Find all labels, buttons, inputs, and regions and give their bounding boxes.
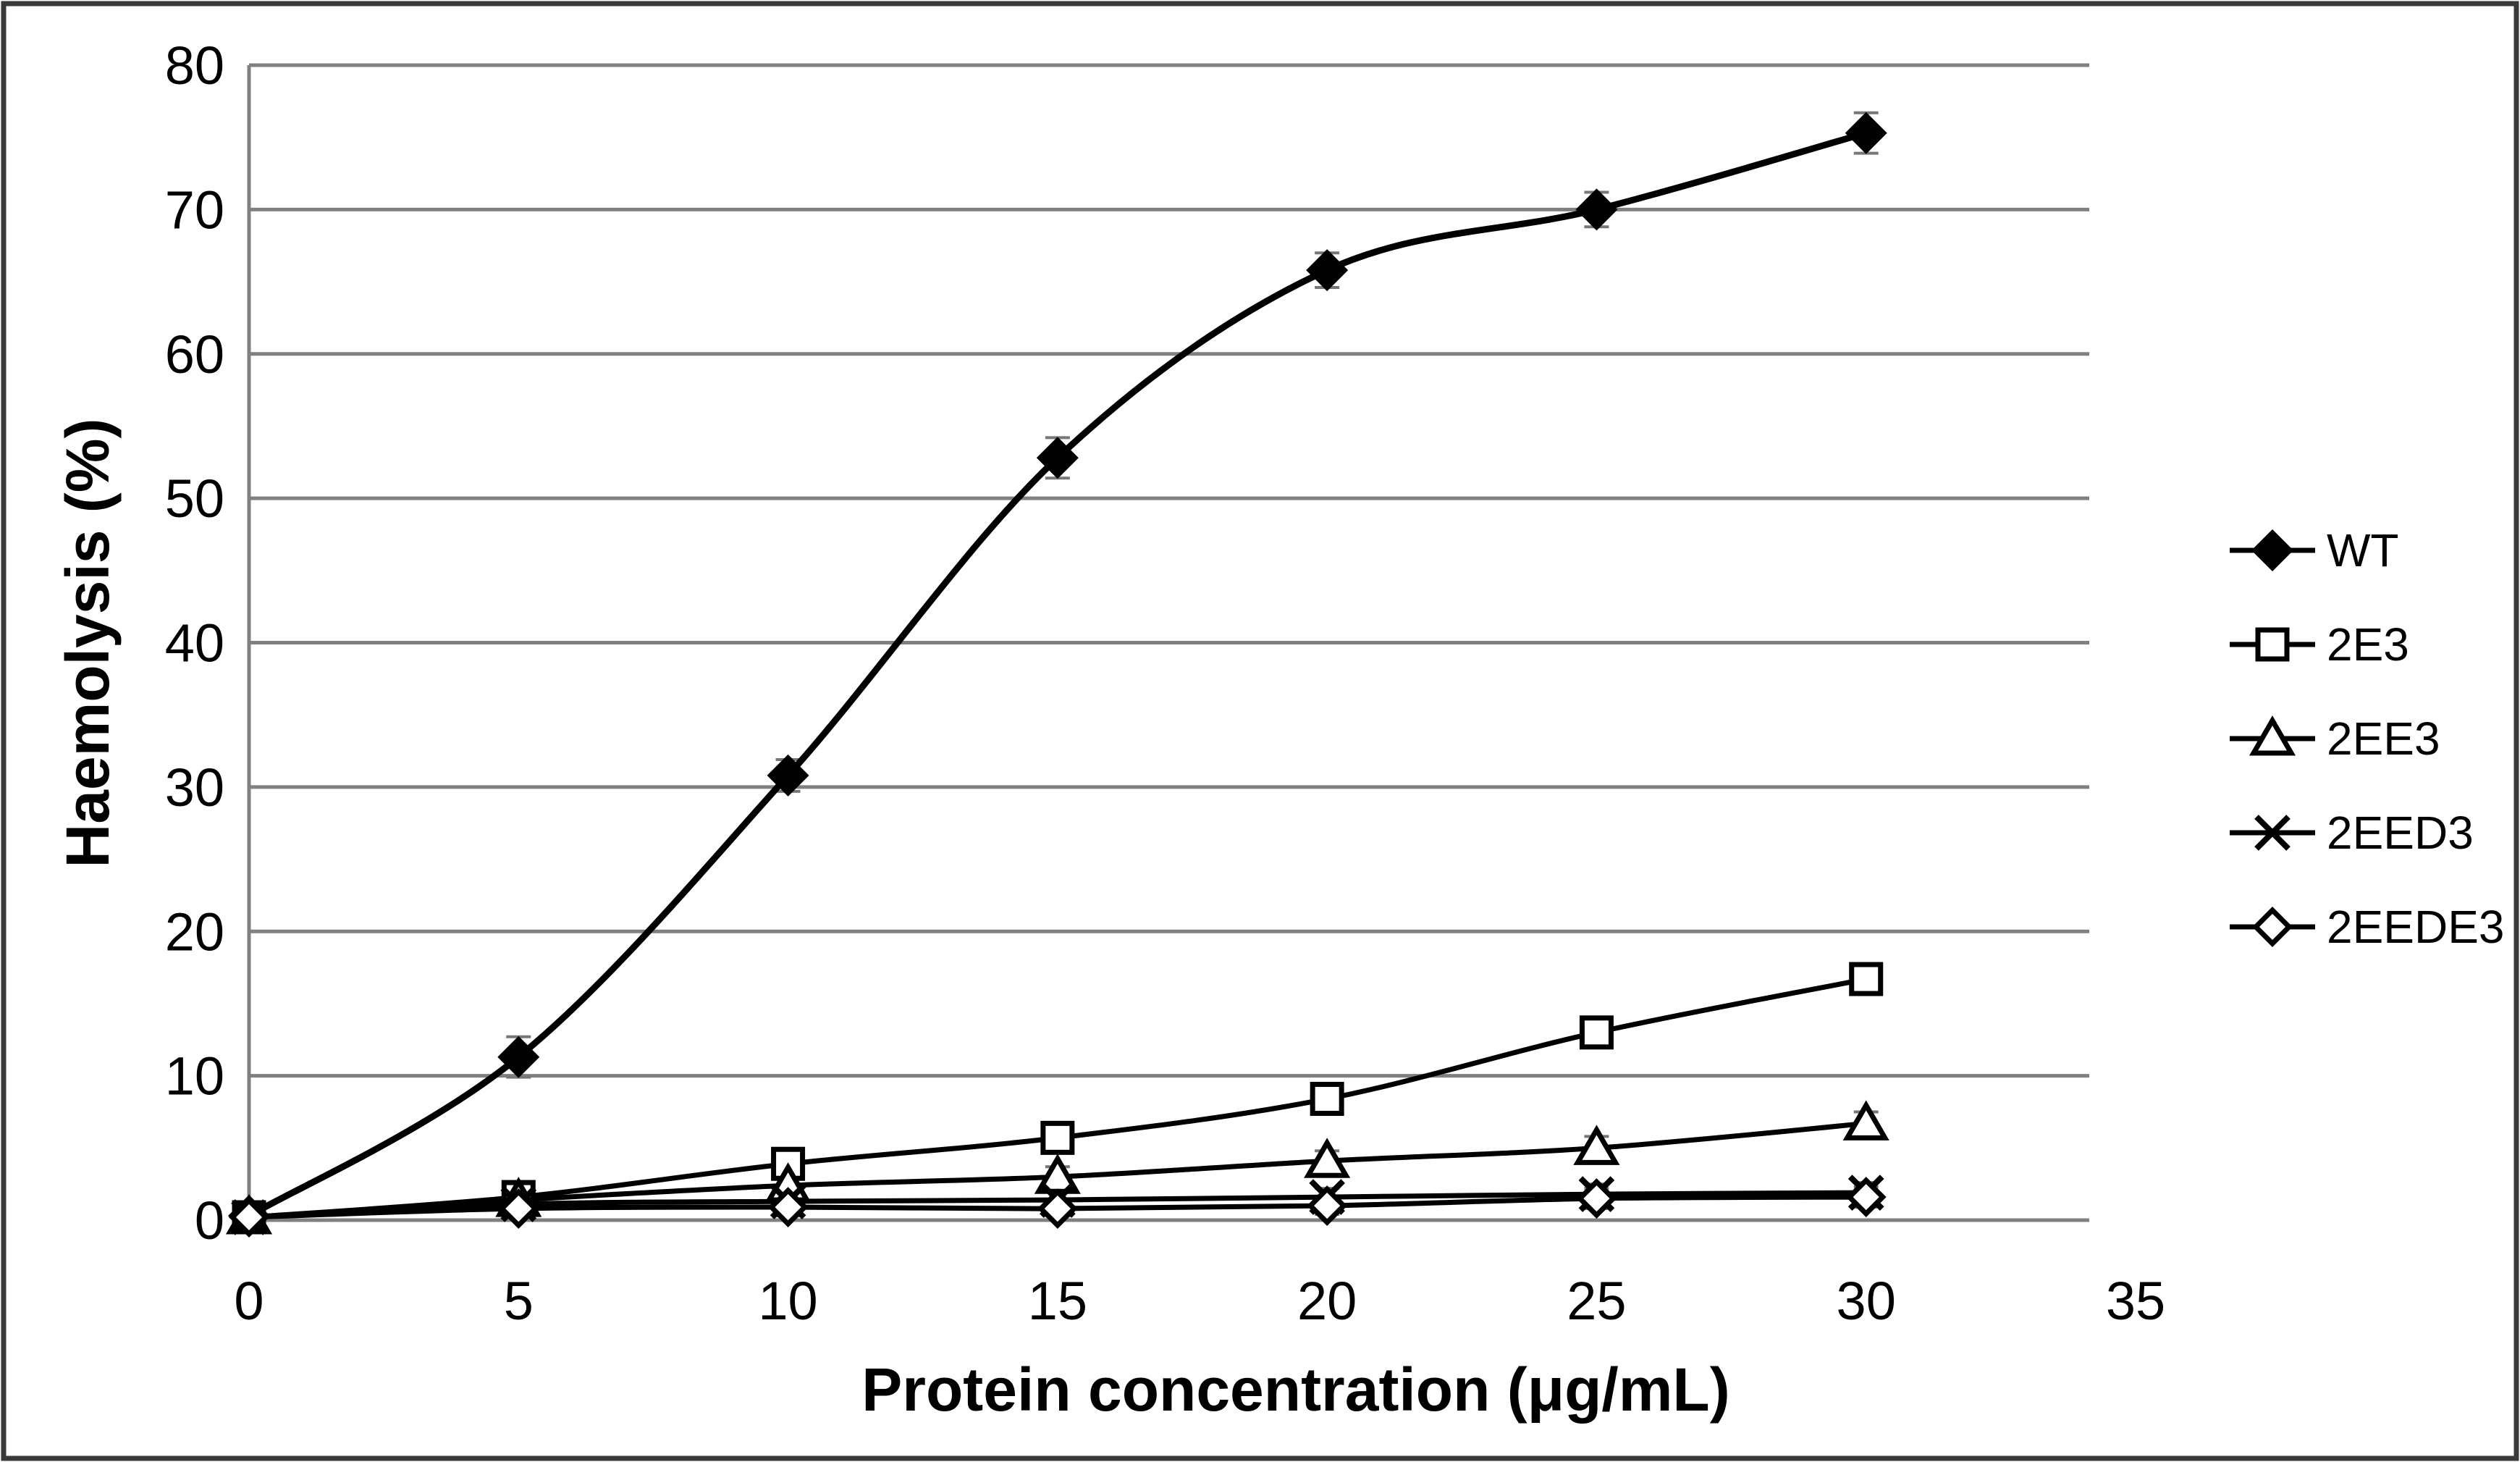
x-tick-label: 25 [1567,1271,1626,1331]
y-tick-label: 10 [165,1046,224,1106]
legend-marker-2E3 [2255,627,2290,662]
legend-label-2EE3: 2EE3 [2327,713,2440,765]
legend-marker-2EE3 [2249,715,2296,756]
marker-WT-5 [497,1035,540,1078]
marker-2EEDE3-0 [229,1197,269,1238]
y-tick-label: 50 [165,469,224,529]
marker-2E3-30 [1849,962,1884,996]
marker-WT-15 [1036,437,1079,479]
legend-marker-2EEDE3 [2252,907,2293,947]
x-tick-label: 10 [758,1271,817,1331]
marker-2E3-20 [1310,1082,1344,1117]
y-tick-label: 30 [165,757,224,818]
marker-WT-30 [1845,112,1887,154]
series-line-WT [245,130,1870,1219]
marker-2EE3-25 [1573,1125,1620,1165]
marker-WT-10 [767,754,809,797]
marker-2EEDE3-30 [1845,1177,1887,1218]
legend: WT 2E3 2EE3 2EED3 2EEDE3 [2230,524,2504,953]
legend-label-2E3: 2E3 [2327,618,2409,671]
x-tick-label: 20 [1297,1271,1357,1331]
y-tick-label: 60 [165,324,224,385]
y-tick-label: 70 [165,180,224,240]
legend-marker-WT [2251,529,2293,571]
legend-item-2EE3: 2EE3 [2230,713,2440,765]
x-tick-label: 5 [504,1271,534,1331]
x-axis-title: Protein concentration (μg/mL) [861,1356,1729,1424]
series-lines [245,130,1870,1220]
y-tick-labels: 0 10 20 30 40 50 60 70 80 [165,35,224,1251]
legend-label-2EEDE3: 2EEDE3 [2327,901,2504,953]
y-tick-label: 80 [165,35,224,96]
series-markers [225,112,1889,1238]
y-axis-title: Haemolysis (%) [54,419,122,868]
legend-item-2EED3: 2EED3 [2230,807,2474,859]
x-tick-labels: 0 5 10 15 20 25 30 35 [234,1271,2165,1331]
marker-2EEDE3-15 [1037,1188,1078,1229]
legend-item-WT: WT [2230,524,2399,576]
marker-2EEDE3-20 [1307,1185,1348,1227]
marker-2EEDE3-5 [498,1188,539,1229]
marker-WT-20 [1306,249,1349,292]
legend-item-2EEDE3: 2EEDE3 [2230,901,2504,953]
y-tick-label: 40 [165,613,224,673]
error-bars [237,111,1879,1222]
marker-2EE3-30 [1842,1100,1889,1140]
marker-2EEDE3-10 [767,1187,809,1228]
x-tick-label: 30 [1837,1271,1896,1331]
y-tick-label: 20 [165,902,224,962]
legend-label-2EED3: 2EED3 [2327,807,2474,859]
marker-2E3-25 [1579,1015,1614,1050]
gridlines [247,63,2089,1222]
marker-WT-25 [1575,188,1618,231]
marker-2EE3-20 [1304,1138,1351,1178]
legend-marker-2EED3 [2254,815,2291,851]
legend-label-WT: WT [2327,524,2399,576]
x-tick-label: 0 [234,1271,264,1331]
y-tick-label: 0 [195,1190,224,1251]
marker-2E3-15 [1040,1120,1075,1155]
x-tick-label: 15 [1028,1271,1087,1331]
x-tick-label: 35 [2106,1271,2165,1331]
marker-2EEDE3-25 [1576,1178,1617,1219]
legend-item-2E3: 2E3 [2230,618,2409,671]
